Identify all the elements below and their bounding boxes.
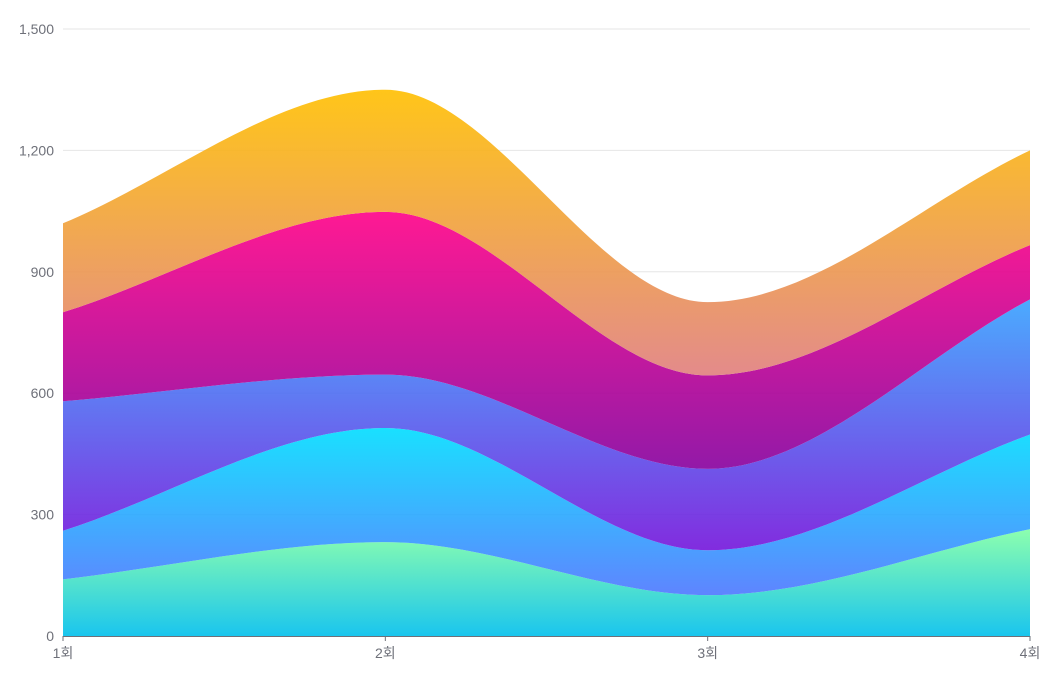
y-tick-label: 600 — [31, 385, 55, 401]
x-tick-label: 4회 — [1020, 645, 1041, 661]
series-area-4 — [63, 211, 1030, 469]
y-tick-label: 0 — [46, 628, 54, 644]
x-tick-label: 3회 — [697, 645, 718, 661]
y-tick-label: 1,200 — [19, 142, 54, 158]
y-tick-label: 300 — [31, 507, 55, 523]
series-area-2 — [63, 428, 1030, 596]
series-area-3 — [63, 299, 1030, 551]
y-tick-label: 900 — [31, 264, 55, 280]
series-areas — [63, 89, 1030, 636]
x-tick-label: 2회 — [375, 645, 396, 661]
series-area-1 — [63, 529, 1030, 636]
y-tick-label: 1,500 — [19, 21, 54, 37]
series-area-5 — [63, 89, 1030, 376]
x-tick-label: 1회 — [53, 645, 74, 661]
axes: 0 300 600 900 1,200 1,500 1회 2회 3회 4회 — [19, 21, 1040, 661]
